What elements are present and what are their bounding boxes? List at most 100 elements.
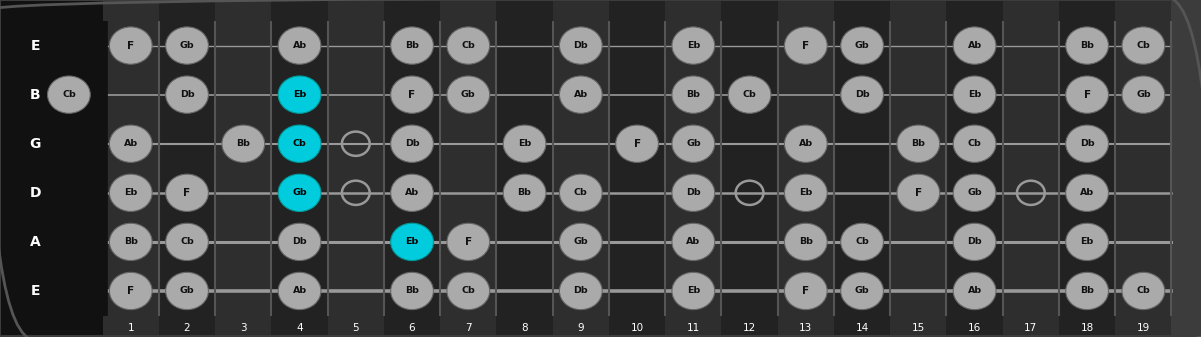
Circle shape	[841, 27, 884, 64]
Circle shape	[166, 223, 209, 261]
Text: Gb: Gb	[180, 286, 195, 296]
Bar	[215, 1, 271, 335]
Text: 16: 16	[968, 323, 981, 333]
Text: G: G	[30, 137, 41, 151]
Text: Cb: Cb	[461, 286, 476, 296]
Bar	[609, 1, 665, 335]
Circle shape	[109, 272, 153, 310]
Text: Ab: Ab	[574, 90, 587, 99]
Circle shape	[166, 76, 209, 113]
Text: Bb: Bb	[1080, 41, 1094, 50]
Text: F: F	[915, 188, 922, 198]
Circle shape	[390, 174, 434, 211]
Circle shape	[560, 76, 602, 113]
Circle shape	[1122, 272, 1165, 310]
Circle shape	[784, 223, 827, 261]
Circle shape	[784, 174, 827, 211]
Circle shape	[109, 27, 153, 64]
Text: F: F	[127, 40, 135, 51]
Text: Bb: Bb	[1080, 286, 1094, 296]
Circle shape	[503, 174, 546, 211]
Circle shape	[671, 223, 715, 261]
Bar	[833, 1, 890, 335]
Circle shape	[560, 174, 602, 211]
Text: B: B	[30, 88, 41, 102]
Circle shape	[1065, 27, 1109, 64]
Circle shape	[560, 27, 602, 64]
Text: 10: 10	[631, 323, 644, 333]
Circle shape	[1122, 27, 1165, 64]
Circle shape	[954, 272, 996, 310]
Text: 17: 17	[1024, 323, 1038, 333]
Circle shape	[166, 174, 209, 211]
Circle shape	[279, 272, 321, 310]
Circle shape	[1122, 76, 1165, 113]
Text: Gb: Gb	[967, 188, 982, 197]
Text: Ab: Ab	[968, 41, 981, 50]
Text: Cb: Cb	[968, 139, 981, 148]
Bar	[328, 1, 384, 335]
Text: Cb: Cb	[180, 237, 193, 246]
Bar	[946, 1, 1003, 335]
Text: Bb: Bb	[237, 139, 250, 148]
Text: 6: 6	[408, 323, 416, 333]
Circle shape	[841, 223, 884, 261]
Bar	[1003, 1, 1059, 335]
Text: F: F	[465, 237, 472, 247]
Circle shape	[954, 125, 996, 162]
Circle shape	[1065, 272, 1109, 310]
Text: Cb: Cb	[1136, 286, 1151, 296]
Text: Ab: Ab	[968, 286, 981, 296]
Text: 4: 4	[297, 323, 303, 333]
Text: Eb: Eb	[687, 286, 700, 296]
Circle shape	[784, 27, 827, 64]
Bar	[441, 1, 496, 335]
Text: Ab: Ab	[293, 41, 306, 50]
Circle shape	[279, 27, 321, 64]
Circle shape	[279, 76, 321, 113]
Circle shape	[279, 174, 321, 211]
Text: Db: Db	[855, 90, 870, 99]
Circle shape	[784, 125, 827, 162]
Text: F: F	[408, 90, 416, 100]
Text: Ab: Ab	[293, 286, 306, 296]
Bar	[890, 1, 946, 335]
Circle shape	[784, 272, 827, 310]
Text: F: F	[127, 286, 135, 296]
Circle shape	[671, 76, 715, 113]
Circle shape	[841, 76, 884, 113]
Text: Cb: Cb	[62, 90, 76, 99]
Circle shape	[1065, 125, 1109, 162]
Text: Bb: Bb	[518, 188, 532, 197]
Circle shape	[279, 223, 321, 261]
Circle shape	[671, 125, 715, 162]
Text: 8: 8	[521, 323, 528, 333]
Circle shape	[279, 125, 321, 162]
Text: F: F	[1083, 90, 1091, 100]
Text: Cb: Cb	[1136, 41, 1151, 50]
Circle shape	[671, 27, 715, 64]
Bar	[778, 1, 833, 335]
Text: Bb: Bb	[799, 237, 813, 246]
Bar	[271, 1, 328, 335]
Circle shape	[671, 272, 715, 310]
Circle shape	[447, 27, 490, 64]
Text: Ab: Ab	[799, 139, 813, 148]
Text: F: F	[802, 40, 809, 51]
Circle shape	[1065, 223, 1109, 261]
Circle shape	[109, 223, 153, 261]
Text: F: F	[633, 139, 640, 149]
Text: Gb: Gb	[461, 90, 476, 99]
Circle shape	[897, 174, 939, 211]
Text: Db: Db	[405, 139, 419, 148]
Circle shape	[109, 174, 153, 211]
Text: Gb: Gb	[574, 237, 588, 246]
Text: Gb: Gb	[292, 188, 306, 197]
Circle shape	[222, 125, 264, 162]
Text: Db: Db	[686, 188, 700, 197]
Circle shape	[616, 125, 658, 162]
Circle shape	[390, 27, 434, 64]
Text: F: F	[184, 188, 191, 198]
Text: Bb: Bb	[124, 237, 138, 246]
Text: E: E	[30, 38, 40, 53]
